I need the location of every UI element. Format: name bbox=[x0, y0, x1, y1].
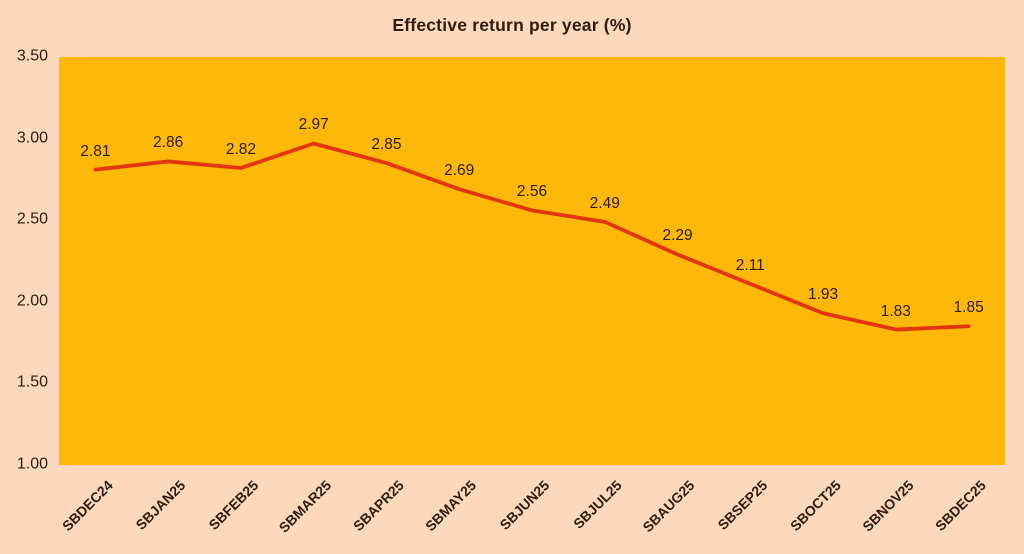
line-series bbox=[93, 141, 971, 332]
x-axis-tick-label: SBJUL25 bbox=[570, 477, 626, 532]
data-point-label: 2.82 bbox=[225, 140, 257, 158]
y-axis-tick-label: 2.00 bbox=[16, 292, 48, 310]
y-axis-tick-label: 2.50 bbox=[16, 210, 48, 228]
data-point-label: 2.86 bbox=[153, 134, 184, 152]
x-axis-tick-label: SBMAY25 bbox=[422, 477, 480, 535]
y-axis-tick-label: 3.50 bbox=[16, 47, 48, 65]
data-point-label: 1.83 bbox=[880, 302, 911, 320]
data-point-label: 2.97 bbox=[298, 116, 329, 134]
x-axis-tick-label: SBJAN25 bbox=[132, 477, 189, 533]
x-axis-tick-label: SBSEP25 bbox=[714, 477, 771, 533]
x-axis-tick-label: SBFEB25 bbox=[205, 477, 262, 533]
data-point-label: 2.85 bbox=[371, 136, 402, 154]
data-point-label: 1.93 bbox=[807, 286, 839, 304]
x-axis-tick-label: SBMAR25 bbox=[275, 477, 335, 536]
plot-area bbox=[59, 57, 1005, 465]
y-axis-tick-label: 3.00 bbox=[16, 129, 48, 147]
x-axis-tick-label: SBDEC25 bbox=[931, 477, 989, 534]
data-point-label: 2.56 bbox=[516, 183, 548, 201]
series-line bbox=[93, 141, 971, 332]
data-point-label: 2.29 bbox=[662, 227, 693, 245]
y-axis-tick-label: 1.50 bbox=[16, 374, 48, 392]
data-point-label: 1.85 bbox=[953, 299, 984, 317]
x-axis-tick-label: SBJUN25 bbox=[496, 477, 553, 533]
data-point-label: 2.49 bbox=[589, 194, 620, 212]
data-point-label: 2.81 bbox=[80, 142, 111, 160]
x-axis-tick-label: SBNOV25 bbox=[858, 477, 917, 535]
x-axis-tick-label: SBAUG25 bbox=[639, 477, 698, 536]
y-axis-tick-label: 1.00 bbox=[16, 455, 48, 473]
data-point-label: 2.69 bbox=[444, 162, 475, 180]
chart-title: Effective return per year (%) bbox=[392, 15, 632, 35]
x-axis-tick-label: SBAPR25 bbox=[349, 477, 407, 534]
data-point-label: 2.11 bbox=[735, 256, 765, 274]
x-axis-tick-label: SBDEC24 bbox=[58, 477, 116, 534]
x-axis-tick-label: SBOCT25 bbox=[786, 477, 844, 534]
